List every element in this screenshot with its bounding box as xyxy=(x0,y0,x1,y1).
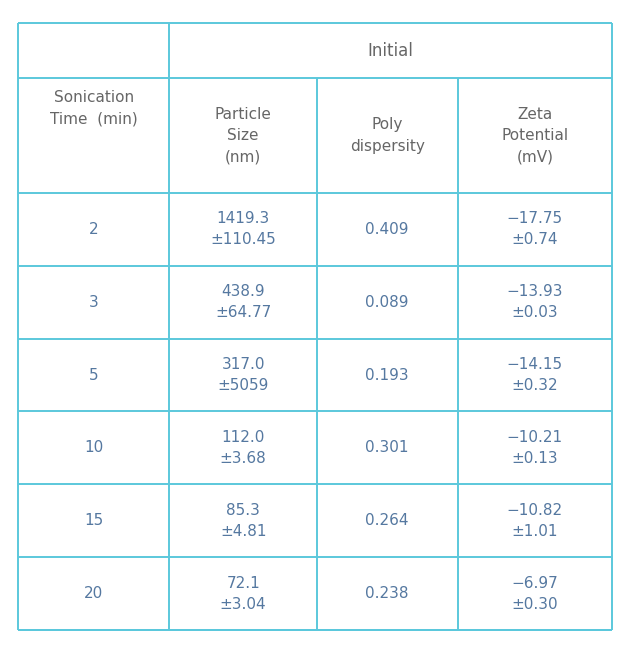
Text: 0.264: 0.264 xyxy=(365,513,409,528)
Text: 0.409: 0.409 xyxy=(365,222,409,237)
Text: Sonication
Time  (min): Sonication Time (min) xyxy=(50,90,137,126)
Text: 2: 2 xyxy=(89,222,98,237)
Text: 85.3
±4.81: 85.3 ±4.81 xyxy=(220,503,266,538)
Text: −17.75
±0.74: −17.75 ±0.74 xyxy=(507,211,563,248)
Text: 438.9
±64.77: 438.9 ±64.77 xyxy=(215,284,272,320)
Text: −10.21
±0.13: −10.21 ±0.13 xyxy=(507,430,563,466)
Text: Particle
Size
(nm): Particle Size (nm) xyxy=(215,107,272,164)
Text: Poly
dispersity: Poly dispersity xyxy=(350,117,425,154)
Text: −6.97
±0.30: −6.97 ±0.30 xyxy=(512,575,558,612)
Text: 0.301: 0.301 xyxy=(365,441,409,456)
Text: 20: 20 xyxy=(84,586,103,601)
Text: 0.089: 0.089 xyxy=(365,295,409,310)
Text: −13.93
±0.03: −13.93 ±0.03 xyxy=(507,284,563,320)
Text: 317.0
±5059: 317.0 ±5059 xyxy=(217,357,269,393)
Text: 5: 5 xyxy=(89,367,98,382)
Text: 72.1
±3.04: 72.1 ±3.04 xyxy=(220,575,266,612)
Text: 0.193: 0.193 xyxy=(365,367,409,382)
Text: Zeta
Potential
(mV): Zeta Potential (mV) xyxy=(501,107,568,164)
Text: 15: 15 xyxy=(84,513,103,528)
Text: 0.238: 0.238 xyxy=(365,586,409,601)
Text: 10: 10 xyxy=(84,441,103,456)
Text: Initial: Initial xyxy=(368,41,414,60)
Text: 112.0
±3.68: 112.0 ±3.68 xyxy=(220,430,266,466)
Text: −14.15
±0.32: −14.15 ±0.32 xyxy=(507,357,563,393)
Text: 1419.3
±110.45: 1419.3 ±110.45 xyxy=(210,211,276,248)
Text: 3: 3 xyxy=(89,295,99,310)
Text: −10.82
±1.01: −10.82 ±1.01 xyxy=(507,503,563,538)
